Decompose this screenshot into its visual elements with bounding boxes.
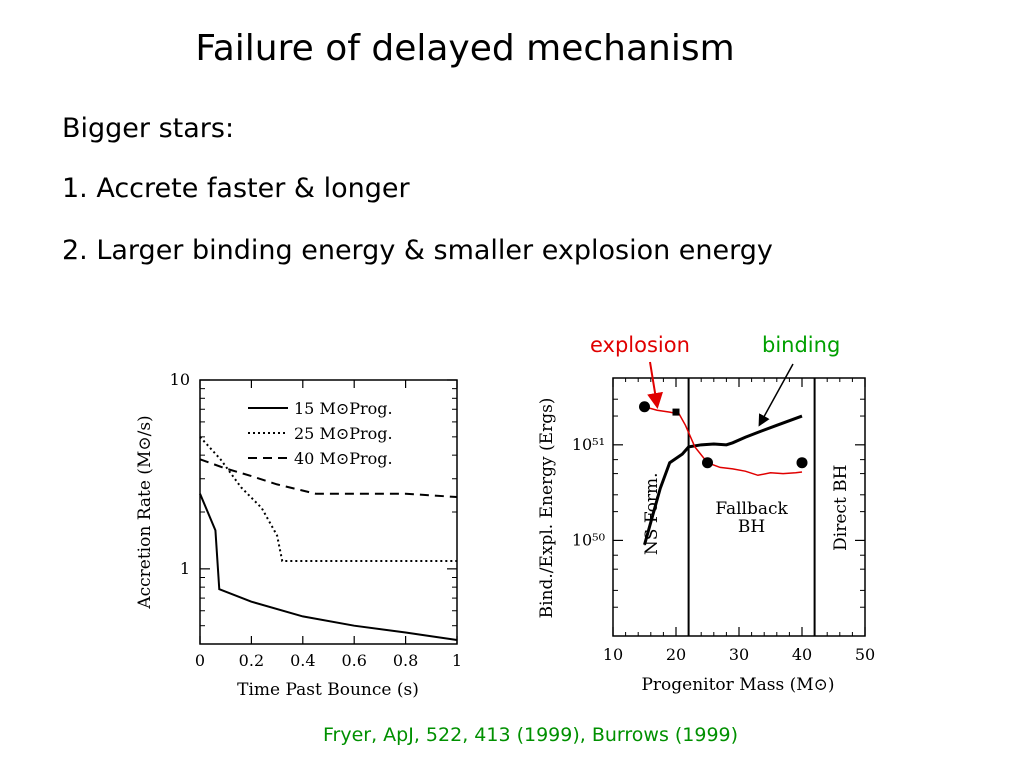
series-line-solid <box>199 493 458 641</box>
x-tick-label: 0.2 <box>239 651 264 670</box>
marker-square <box>672 408 680 416</box>
x-tick-label: 0.4 <box>290 651 315 670</box>
y-axis-label: Bind./Expl. Energy (Ergs) <box>537 398 557 619</box>
binding-arrow <box>758 363 794 427</box>
x-tick-label: 0 <box>195 651 205 670</box>
series-line-dashed <box>199 458 458 499</box>
legend-label: 40 M⊙Prog. <box>294 449 393 468</box>
marker-dot <box>702 457 713 469</box>
y-tick-label: 10⁵¹ <box>572 435 605 454</box>
bullet-binding-energy: 2. Larger binding energy & smaller explo… <box>62 235 773 266</box>
y-tick-label: 10 <box>170 370 190 389</box>
legend-label: 25 M⊙Prog. <box>294 424 393 443</box>
x-tick-label: 1 <box>452 651 462 670</box>
legend-label: 15 M⊙Prog. <box>294 399 393 418</box>
bullet-accrete: 1. Accrete faster & longer <box>62 173 410 204</box>
binding-annotation: binding <box>762 333 841 357</box>
x-tick-label: 10 <box>603 645 623 664</box>
x-tick-label: 20 <box>666 645 686 664</box>
x-axis-label: Time Past Bounce (s) <box>237 680 419 700</box>
accretion-rate-chart: 0 0.2 0.4 0.6 0.8 1 10 1 15 M⊙Prog. 25 M⊙Prog. 40… <box>135 370 462 700</box>
x-tick-label: 30 <box>729 645 749 664</box>
series-line-dotted <box>199 436 457 563</box>
x-tick-label: 0.6 <box>341 651 366 670</box>
explosion-arrow <box>647 361 663 409</box>
x-tick-label: 0.8 <box>393 651 418 670</box>
y-axis-label: Accretion Rate (M⊙/s) <box>135 415 155 609</box>
region-label-fallback-bh-line2: BH <box>738 517 765 537</box>
x-tick-label: 50 <box>855 645 875 664</box>
region-label-fallback-bh: Fallback <box>715 499 788 519</box>
y-tick-label: 10⁵⁰ <box>572 530 605 549</box>
binding-energy-line <box>643 414 803 546</box>
y-tick-label: 1 <box>180 559 190 578</box>
x-tick-label: 40 <box>792 645 812 664</box>
citation: Fryer, ApJ, 522, 413 (1999), Burrows (19… <box>323 724 739 746</box>
explosion-annotation: explosion <box>590 333 690 357</box>
slide-title: Failure of delayed mechanism <box>195 28 735 69</box>
marker-dot <box>796 457 808 469</box>
region-label-direct-bh: Direct BH <box>831 465 851 551</box>
x-axis-label: Progenitor Mass (M⊙) <box>641 675 834 695</box>
bullet-bigger-stars: Bigger stars: <box>62 113 235 144</box>
